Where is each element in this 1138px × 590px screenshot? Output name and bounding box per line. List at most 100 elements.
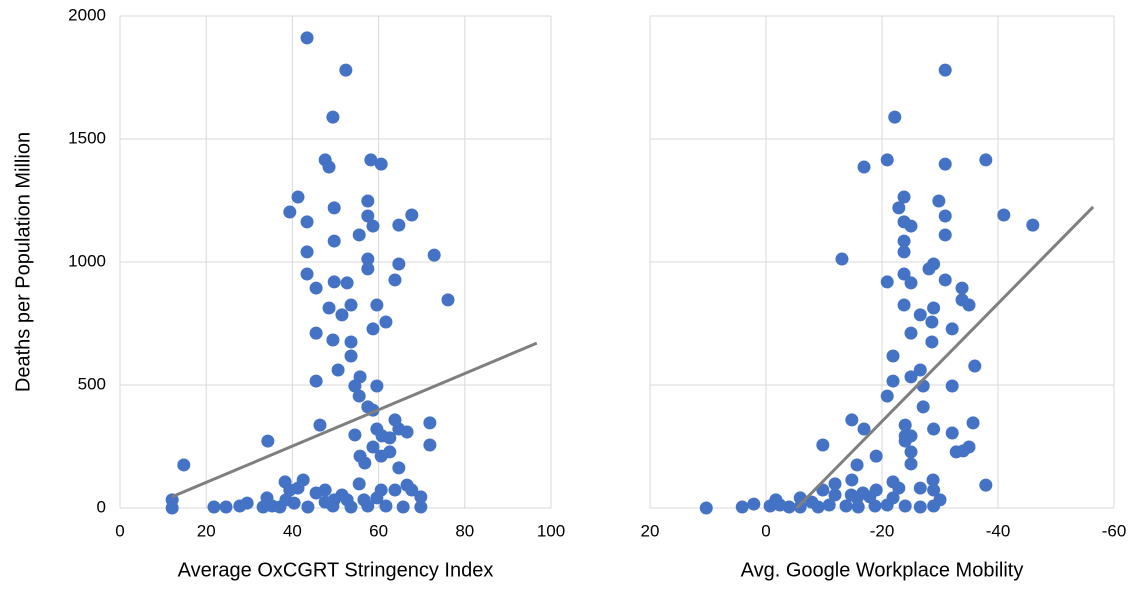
y-tick-label: 500 [78, 374, 106, 393]
point [869, 449, 883, 463]
x-tick-label: 100 [537, 521, 565, 540]
point [370, 491, 384, 505]
point [913, 308, 927, 322]
point [904, 276, 918, 290]
point [361, 499, 375, 513]
point [880, 389, 894, 403]
point [309, 326, 323, 340]
point [366, 322, 380, 336]
point [352, 228, 366, 242]
x-tick-label: 40 [283, 521, 302, 540]
x-tick-label: 20 [641, 521, 660, 540]
point [300, 267, 314, 281]
y-tick-label: 1000 [68, 251, 106, 270]
point [364, 153, 378, 167]
point [926, 473, 940, 487]
point [925, 315, 939, 329]
point [309, 486, 323, 500]
point [845, 413, 859, 427]
point [945, 426, 959, 440]
point [880, 275, 894, 289]
point [441, 293, 455, 307]
point [938, 157, 952, 171]
point [925, 335, 939, 349]
point [396, 500, 410, 514]
x-tick-label: -20 [870, 521, 895, 540]
point [793, 500, 807, 514]
point [313, 418, 327, 432]
point [352, 389, 366, 403]
point [962, 298, 976, 312]
point [938, 63, 952, 77]
point [880, 153, 894, 167]
point [997, 208, 1011, 222]
point [301, 500, 315, 514]
x-axis-title: Avg. Google Workplace Mobility [741, 559, 1024, 581]
point [828, 477, 842, 491]
point [938, 273, 952, 287]
point [374, 449, 388, 463]
point [904, 457, 918, 471]
point [366, 440, 380, 454]
point [938, 228, 952, 242]
point [388, 273, 402, 287]
point [897, 234, 911, 248]
point [322, 301, 336, 315]
point [326, 333, 340, 347]
x-tick-label: 0 [115, 521, 124, 540]
point [904, 370, 918, 384]
trendline [795, 205, 1095, 510]
point [344, 335, 358, 349]
point [979, 153, 993, 167]
point [886, 349, 900, 363]
point [763, 499, 777, 513]
point [240, 496, 254, 510]
point [379, 315, 393, 329]
point [374, 157, 388, 171]
point [773, 498, 787, 512]
point [414, 500, 428, 514]
y-tick-label: 0 [97, 497, 106, 516]
point [835, 252, 849, 266]
point [898, 418, 912, 432]
point [392, 461, 406, 475]
point [892, 481, 906, 495]
point [261, 434, 275, 448]
point [897, 190, 911, 204]
point [955, 281, 969, 295]
point [322, 160, 336, 174]
point [327, 275, 341, 289]
point [177, 458, 191, 472]
point [845, 473, 859, 487]
point [392, 422, 406, 436]
x-tick-label: -40 [986, 521, 1011, 540]
point [868, 499, 882, 513]
y-axis-title: Deaths per Population Million [12, 132, 34, 392]
point [811, 500, 825, 514]
point [335, 308, 349, 322]
point [897, 245, 911, 259]
point [916, 400, 930, 414]
point [279, 493, 293, 507]
point [913, 363, 927, 377]
point [344, 298, 358, 312]
point [423, 416, 437, 430]
point [361, 209, 375, 223]
point [327, 234, 341, 248]
point [913, 481, 927, 495]
point [361, 262, 375, 276]
point [945, 322, 959, 336]
point [370, 298, 384, 312]
point [699, 501, 713, 515]
point [361, 194, 375, 208]
point [392, 218, 406, 232]
point [361, 252, 375, 266]
point [735, 500, 749, 514]
point [383, 431, 397, 445]
point [927, 301, 941, 315]
point [898, 499, 912, 513]
point [932, 194, 946, 208]
point [851, 500, 865, 514]
y-tick-label: 2000 [68, 5, 106, 24]
point [405, 483, 419, 497]
